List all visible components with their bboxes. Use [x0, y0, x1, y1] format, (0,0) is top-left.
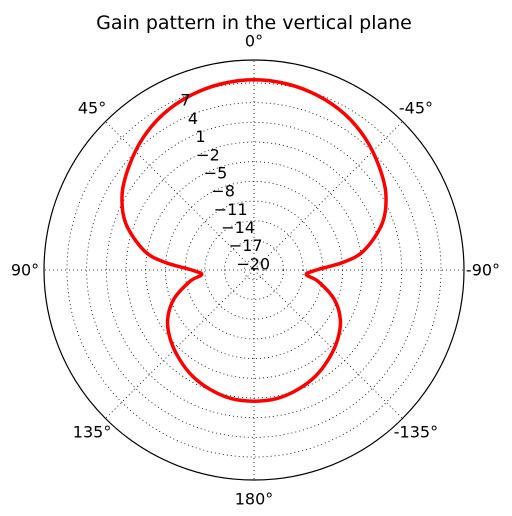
- angular-grid-line: [105, 269, 255, 419]
- radial-tick-label: 7: [180, 91, 190, 110]
- radial-grid-ring: [66, 82, 442, 458]
- theta-tick-label: 180°: [235, 490, 274, 509]
- gain-pattern-line: [120, 77, 388, 403]
- polar-frame: [43, 59, 465, 481]
- angular-grid-line: [105, 121, 255, 271]
- radial-tick-label: −17: [229, 236, 263, 255]
- polar-grid: [44, 60, 464, 480]
- theta-tick-label: 135°: [73, 422, 112, 441]
- theta-tick-labels: 0° 45° 90° 135° 180° -135° -90° -45°: [11, 32, 500, 509]
- radial-grid-ring: [105, 121, 403, 419]
- theta-tick-label: -90°: [466, 261, 500, 280]
- radial-tick-label: −2: [196, 145, 220, 164]
- angular-grid-line: [253, 121, 403, 271]
- radial-tick-label: 1: [195, 127, 205, 146]
- radial-grid-ring: [224, 240, 284, 300]
- theta-tick-label: 45°: [78, 99, 106, 118]
- radial-grid-ring: [243, 259, 265, 281]
- theta-tick-label: -135°: [394, 422, 438, 441]
- radial-grid-ring: [86, 102, 422, 438]
- radial-grid-ring: [204, 220, 304, 320]
- theta-tick-label: 90°: [11, 261, 39, 280]
- radial-tick-label: −20: [236, 254, 270, 273]
- chart-title: Gain pattern in the vertical plane: [96, 12, 412, 34]
- radial-tick-label: −11: [214, 200, 248, 219]
- gain-series: [120, 77, 388, 403]
- radial-tick-label: −5: [204, 163, 228, 182]
- angular-grid-line: [253, 269, 403, 419]
- radial-tick-label: −14: [221, 218, 255, 237]
- radial-tick-label: −8: [211, 182, 235, 201]
- radial-grid-ring: [125, 141, 383, 399]
- theta-tick-label: -45°: [399, 99, 433, 118]
- theta-tick-label: 0°: [245, 32, 263, 51]
- radial-tick-label: 4: [188, 109, 198, 128]
